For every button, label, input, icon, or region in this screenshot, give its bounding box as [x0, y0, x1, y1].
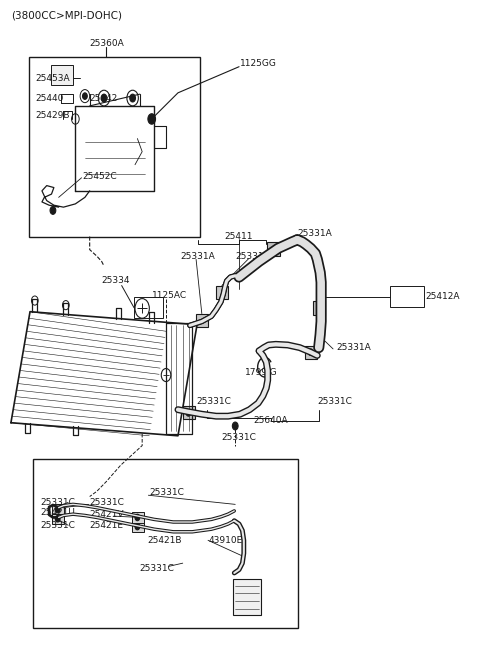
Text: (3800CC>MPI-DOHC): (3800CC>MPI-DOHC) [11, 10, 122, 21]
Circle shape [186, 409, 191, 416]
Bar [52, 504, 64, 515]
Text: 25331C: 25331C [317, 397, 352, 405]
Circle shape [135, 514, 140, 521]
Bar [134, 297, 163, 318]
Text: 25331C: 25331C [140, 564, 175, 573]
Text: 43910E: 43910E [209, 536, 243, 544]
Text: 25331C: 25331C [149, 488, 184, 497]
Text: 25452C: 25452C [83, 172, 117, 181]
Text: 25331C: 25331C [222, 433, 256, 442]
Text: 25440: 25440 [36, 94, 64, 103]
Circle shape [232, 422, 238, 430]
Text: 25334: 25334 [102, 276, 130, 285]
Text: 25421E: 25421E [90, 521, 124, 530]
Bar [52, 514, 64, 524]
Circle shape [83, 93, 87, 99]
Text: 25421V: 25421V [90, 510, 124, 519]
Text: 25412A: 25412A [425, 292, 460, 301]
Bar [216, 285, 228, 298]
Text: 25360A: 25360A [89, 39, 124, 49]
Text: 25421U: 25421U [40, 508, 75, 517]
Text: 25421B: 25421B [147, 536, 181, 544]
Text: 25331C: 25331C [196, 397, 231, 405]
Bar [34, 459, 298, 628]
Text: 1125AC: 1125AC [152, 291, 187, 300]
Text: 1799JG: 1799JG [245, 368, 277, 377]
Circle shape [135, 523, 140, 530]
Text: 25331C: 25331C [90, 498, 124, 507]
Circle shape [101, 94, 107, 102]
Circle shape [308, 349, 313, 356]
Text: 25453A: 25453A [36, 74, 71, 83]
Text: 25331A: 25331A [235, 252, 270, 260]
Bar [132, 522, 144, 532]
Text: 25331A: 25331A [336, 343, 371, 352]
Bar [196, 314, 208, 327]
Text: 1125GG: 1125GG [240, 59, 277, 68]
Text: 25331A: 25331A [297, 230, 332, 238]
Bar [183, 406, 195, 419]
Text: 25331C: 25331C [40, 498, 75, 507]
Bar [29, 57, 200, 237]
Circle shape [55, 506, 60, 513]
Bar [233, 579, 262, 615]
Circle shape [148, 113, 156, 124]
Bar [305, 346, 317, 359]
Circle shape [130, 94, 135, 102]
Circle shape [55, 516, 60, 522]
Bar [132, 512, 144, 523]
Bar [51, 66, 73, 85]
Text: 25331C: 25331C [40, 521, 75, 530]
Text: 25411: 25411 [225, 232, 253, 241]
Text: 25640A: 25640A [254, 417, 288, 425]
Bar [390, 286, 424, 307]
Bar [267, 242, 280, 256]
Bar [312, 300, 325, 315]
Text: 25429B: 25429B [36, 112, 70, 120]
Text: 25331A: 25331A [180, 252, 215, 260]
Text: 25442: 25442 [90, 94, 118, 103]
Circle shape [50, 207, 56, 215]
